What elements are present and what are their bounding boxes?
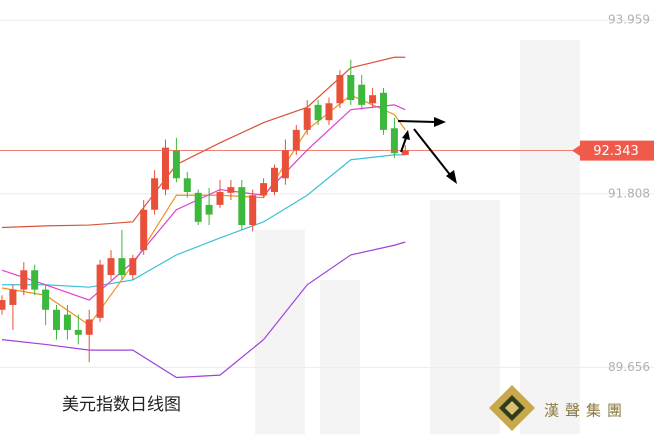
y-tick-label: 93.959 bbox=[608, 13, 650, 27]
chart-title: 美元指数日线图 bbox=[62, 395, 181, 415]
candle-body bbox=[336, 75, 344, 104]
candle-body bbox=[358, 84, 366, 105]
candle-body bbox=[0, 300, 6, 310]
plot bbox=[0, 19, 654, 379]
candle-body bbox=[325, 103, 333, 121]
candle-body bbox=[205, 204, 213, 215]
candle-body bbox=[162, 147, 169, 190]
candle-body bbox=[172, 150, 180, 179]
candle-body bbox=[20, 270, 28, 290]
candle-body bbox=[74, 329, 82, 335]
candle-body bbox=[129, 258, 137, 276]
arrows bbox=[397, 117, 457, 184]
candle-body bbox=[249, 195, 257, 226]
candle-body bbox=[194, 192, 202, 222]
candle-body bbox=[9, 289, 17, 305]
candle-body bbox=[369, 95, 377, 104]
overlay-line bbox=[2, 154, 406, 288]
candle-body bbox=[96, 264, 104, 318]
candle-body bbox=[380, 92, 387, 130]
overlay-line bbox=[1, 104, 406, 301]
candle-body bbox=[118, 258, 126, 276]
candle-body bbox=[347, 75, 355, 101]
last-price-pointer bbox=[572, 144, 581, 157]
last-price-label: 92.343 bbox=[593, 144, 639, 159]
overlay-line bbox=[1, 56, 406, 229]
candle-body bbox=[140, 209, 148, 251]
logo bbox=[489, 385, 535, 431]
candle-body bbox=[107, 258, 115, 276]
candle-body bbox=[238, 187, 246, 226]
y-tick-label: 91.808 bbox=[608, 186, 650, 200]
candle-body bbox=[227, 187, 235, 193]
candle-body bbox=[401, 150, 409, 155]
candle-body bbox=[151, 178, 159, 210]
candle-body bbox=[314, 104, 322, 121]
candle-body bbox=[31, 270, 39, 290]
candle-body bbox=[85, 319, 93, 335]
brand: 漢聲集團 bbox=[544, 402, 628, 420]
last-price-tag bbox=[580, 140, 654, 161]
candle-body bbox=[292, 129, 300, 151]
candle-body bbox=[303, 108, 311, 130]
watermark bbox=[255, 40, 580, 434]
candle-body bbox=[183, 178, 191, 192]
candle-body bbox=[281, 150, 289, 179]
candle-body bbox=[260, 183, 268, 196]
candle-body bbox=[53, 309, 60, 330]
candle-body bbox=[271, 167, 278, 192]
candle-body bbox=[390, 128, 398, 154]
overlay-line bbox=[1, 241, 406, 379]
candle-body bbox=[42, 289, 50, 310]
candle-body bbox=[63, 314, 71, 330]
y-tick-label: 89.656 bbox=[608, 360, 650, 374]
candle-body bbox=[216, 191, 224, 205]
